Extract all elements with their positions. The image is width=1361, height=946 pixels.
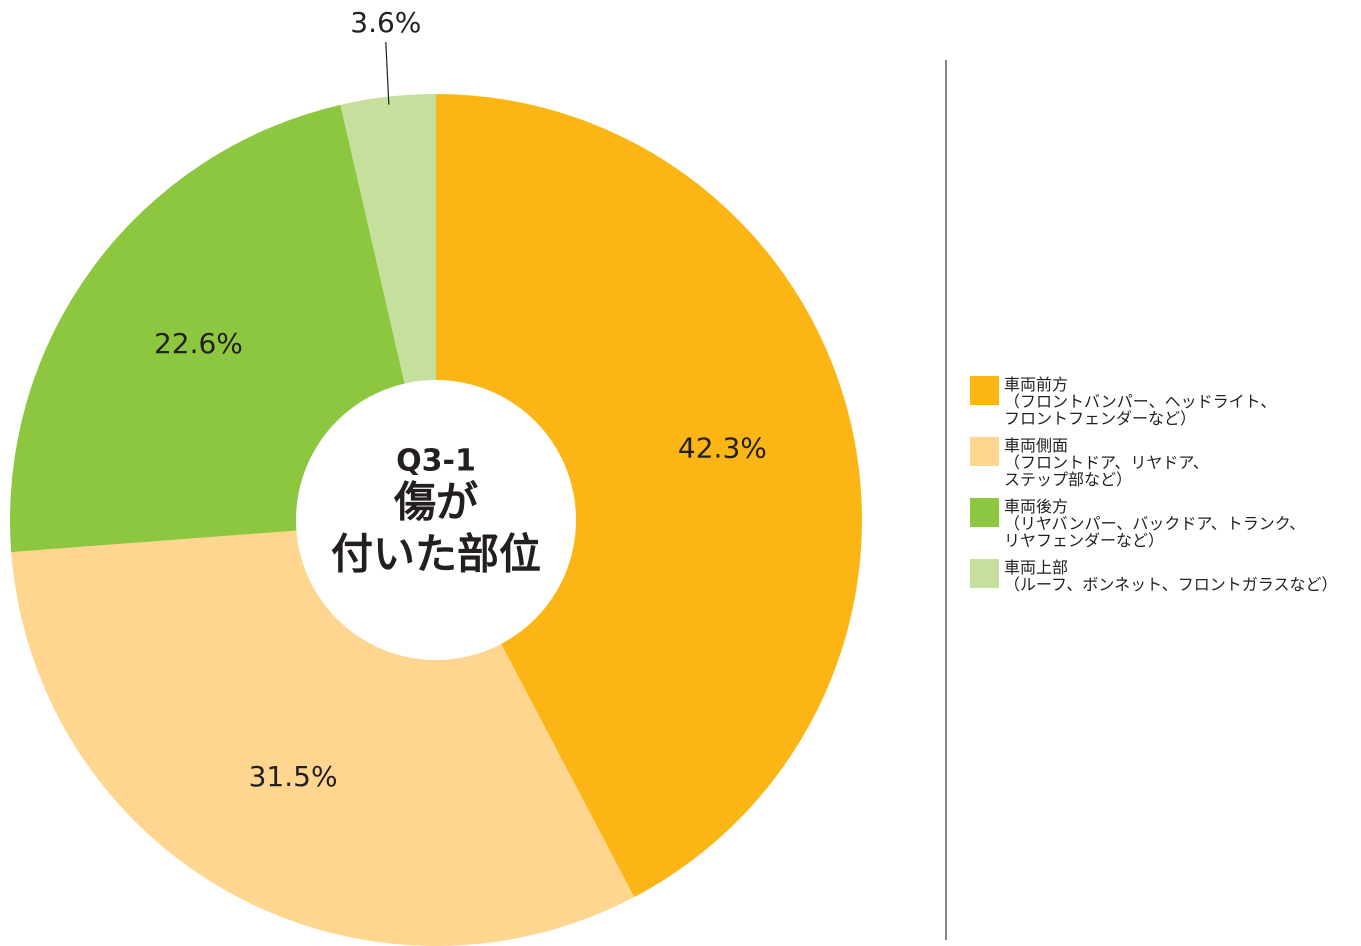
value-label: 31.5%: [249, 760, 338, 793]
legend-label: 車両後方 （リヤバンパー、バックドア、トランク、 リヤフェンダーなど）: [1004, 497, 1306, 550]
legend-item: 車両前方 （フロントバンパー、ヘッドライト、 フロントフェンダーなど）: [970, 376, 1350, 427]
chart-subtitle: 傷が: [393, 478, 478, 527]
legend: 車両前方 （フロントバンパー、ヘッドライト、 フロントフェンダーなど） 車両側面 …: [970, 376, 1350, 603]
donut-hole: [296, 380, 576, 660]
legend-swatch: [970, 498, 999, 527]
legend-item: 車両上部 （ルーフ、ボンネット、フロントガラスなど）: [970, 559, 1350, 593]
legend-swatch: [970, 437, 999, 466]
value-label: 3.6%: [350, 6, 421, 39]
leader-line: [385, 41, 390, 105]
legend-label: 車両上部 （ルーフ、ボンネット、フロントガラスなど）: [1004, 558, 1338, 594]
legend-swatch: [970, 376, 999, 405]
value-label: 42.3%: [678, 431, 767, 464]
legend-item: 車両側面 （フロントドア、リヤドア、 ステップ部など）: [970, 437, 1350, 488]
pie-slice: [436, 94, 863, 898]
legend-item: 車両後方 （リヤバンパー、バックドア、トランク、 リヤフェンダーなど）: [970, 498, 1350, 549]
legend-label: 車両側面 （フロントドア、リヤドア、 ステップ部など）: [1004, 436, 1209, 489]
chart-title: Q3-1: [396, 444, 476, 479]
legend-label: 車両前方 （フロントバンパー、ヘッドライト、 フロントフェンダーなど）: [1004, 375, 1277, 428]
value-label: 22.6%: [154, 327, 243, 360]
chart-subtitle: 付いた部位: [331, 530, 541, 579]
legend-swatch: [970, 559, 999, 588]
